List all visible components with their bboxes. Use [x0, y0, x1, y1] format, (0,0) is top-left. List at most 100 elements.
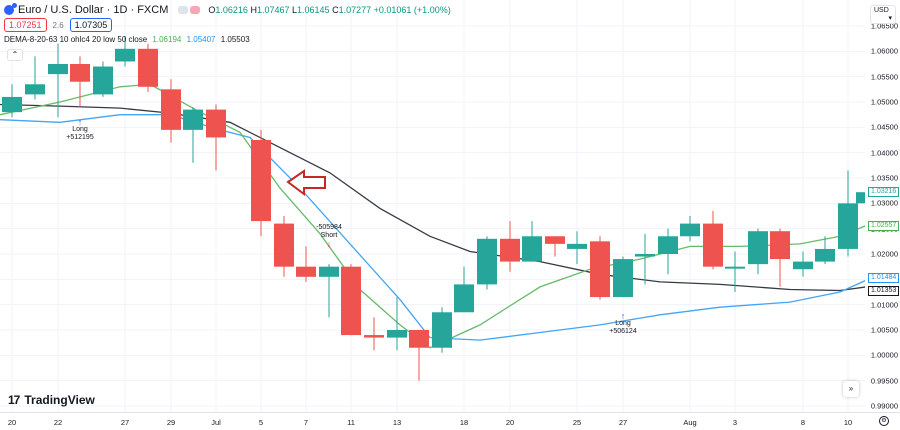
- price-tick: 1.04500: [870, 122, 898, 132]
- chart-plot-area[interactable]: [0, 0, 876, 412]
- alert-status-icon[interactable]: [190, 6, 201, 14]
- gear-icon[interactable]: ⚙: [879, 416, 889, 426]
- currency-selector[interactable]: USD ▾: [870, 5, 896, 24]
- time-tick: 18: [459, 418, 469, 427]
- time-tick: 29: [166, 418, 176, 427]
- price-tick: 0.99000: [870, 401, 898, 411]
- time-tick: 5: [258, 418, 264, 427]
- candle-down: [590, 241, 610, 298]
- price-label: 1.02557: [868, 220, 900, 231]
- sell-button[interactable]: 1.07251: [4, 18, 47, 32]
- price-tick: 1.05500: [870, 72, 898, 82]
- time-tick: 10: [843, 418, 853, 427]
- candle-down: [274, 223, 294, 267]
- indicator-value-fast: 1.06194: [152, 35, 182, 44]
- close-label: C: [332, 5, 339, 15]
- tradingview-mark-icon: 17: [8, 393, 20, 407]
- candle-down: [364, 335, 384, 338]
- time-tick: 22: [53, 418, 63, 427]
- time-tick: Aug: [683, 418, 697, 427]
- annotation-value: +506124: [609, 328, 637, 335]
- candle-up: [838, 203, 858, 249]
- dema-slow-line: [0, 103, 867, 292]
- indicator-legend[interactable]: DEMA-8-20-63 10 ohlc4 20 low 50 close 1.…: [4, 35, 250, 44]
- annotation-text: Long: [72, 126, 88, 133]
- candle-up: [387, 330, 407, 338]
- change-value: +0.01061 (+1.00%): [373, 5, 451, 15]
- candle-down: [341, 266, 361, 336]
- trade-annotation: -505984 Short ↓: [316, 224, 342, 249]
- candle-up: [522, 236, 542, 262]
- candle-down: [161, 89, 181, 130]
- low-value: 1.06145: [297, 5, 330, 15]
- price-tick: 1.06000: [870, 46, 898, 56]
- high-label: H: [250, 5, 257, 15]
- price-tick: 1.03000: [870, 198, 898, 208]
- price-tick: 1.03500: [870, 173, 898, 183]
- annotation-text: Long: [615, 320, 631, 327]
- candle-down: [296, 266, 316, 277]
- close-value: 1.07277: [338, 5, 372, 15]
- price-tick: 1.04000: [870, 148, 898, 158]
- indicator-value-slow: 1.05503: [220, 35, 250, 44]
- price-chart[interactable]: [0, 0, 876, 412]
- price-label: 1.01484: [868, 273, 900, 284]
- time-tick: 3: [732, 418, 738, 427]
- trade-annotation: ↑ Long +506124: [609, 312, 637, 336]
- annotation-value: +512195: [66, 134, 94, 141]
- annotation-value: Short: [320, 232, 338, 239]
- chevron-up-icon[interactable]: ⌃: [7, 49, 23, 61]
- time-tick: Jul: [211, 418, 221, 427]
- candle-up: [115, 48, 135, 62]
- time-tick: 20: [7, 418, 17, 427]
- time-tick: 27: [618, 418, 628, 427]
- candle-down: [770, 231, 790, 260]
- symbol-title[interactable]: Euro / U.S. Dollar · 1D · FXCM: [18, 4, 169, 16]
- candle-up: [432, 312, 452, 348]
- spread-value: 2.6: [52, 20, 64, 30]
- high-value: 1.07467: [256, 5, 290, 15]
- candle-up: [183, 109, 203, 130]
- market-status-icon[interactable]: [178, 6, 189, 14]
- time-axis[interactable]: 20 22 27 29 Jul 5 7 11 13 18 20 25 27 Aug 3 8 10: [0, 412, 900, 430]
- candle-up: [725, 266, 745, 269]
- candle-up: [815, 248, 835, 262]
- arrow-up-icon: ↑: [620, 311, 626, 321]
- indicator-value-mid: 1.05407: [186, 35, 216, 44]
- low-label: L: [292, 5, 298, 15]
- price-tick: 1.00000: [870, 350, 898, 360]
- candle-up: [635, 254, 655, 257]
- candle-down: [703, 223, 723, 267]
- time-tick: 27: [120, 418, 130, 427]
- price-tick: 0.99500: [870, 376, 898, 386]
- candle-up: [2, 96, 22, 113]
- candle-down: [251, 140, 271, 222]
- chevron-down-icon: ▾: [888, 15, 892, 22]
- candle-down: [409, 330, 429, 348]
- candle-down: [70, 64, 90, 82]
- time-tick: 11: [347, 418, 355, 427]
- price-tick: 1.00500: [870, 325, 898, 335]
- price-label: 1.01353: [868, 285, 900, 296]
- price-tick: 1.05000: [870, 97, 898, 107]
- scroll-to-realtime-button[interactable]: »: [843, 381, 859, 397]
- candle-up: [856, 192, 876, 204]
- candle-up: [658, 236, 678, 255]
- tradingview-logo[interactable]: 17 TradingView: [8, 393, 95, 407]
- price-tick: 1.01000: [870, 300, 898, 310]
- price-axis[interactable]: 1.06500 1.06000 1.05500 1.05000 1.04500 1.040…: [865, 0, 900, 412]
- time-tick: 7: [303, 418, 309, 427]
- ohlc-values: O1.06216 H1.07467 L1.06145 C1.07277 +0.0…: [208, 5, 450, 15]
- time-tick: 25: [572, 418, 582, 427]
- candle-up: [454, 284, 474, 313]
- candle-down: [206, 109, 226, 138]
- candle-up: [48, 64, 68, 75]
- candle-up: [680, 223, 700, 237]
- candle-down: [138, 48, 158, 87]
- annotation-text: -505984: [316, 224, 342, 231]
- time-tick: 8: [800, 418, 806, 427]
- buy-button[interactable]: 1.07305: [69, 18, 113, 32]
- price-tick: 1.02000: [870, 249, 898, 259]
- candle-down: [545, 236, 565, 244]
- arrow-up-icon: ↑: [77, 117, 83, 127]
